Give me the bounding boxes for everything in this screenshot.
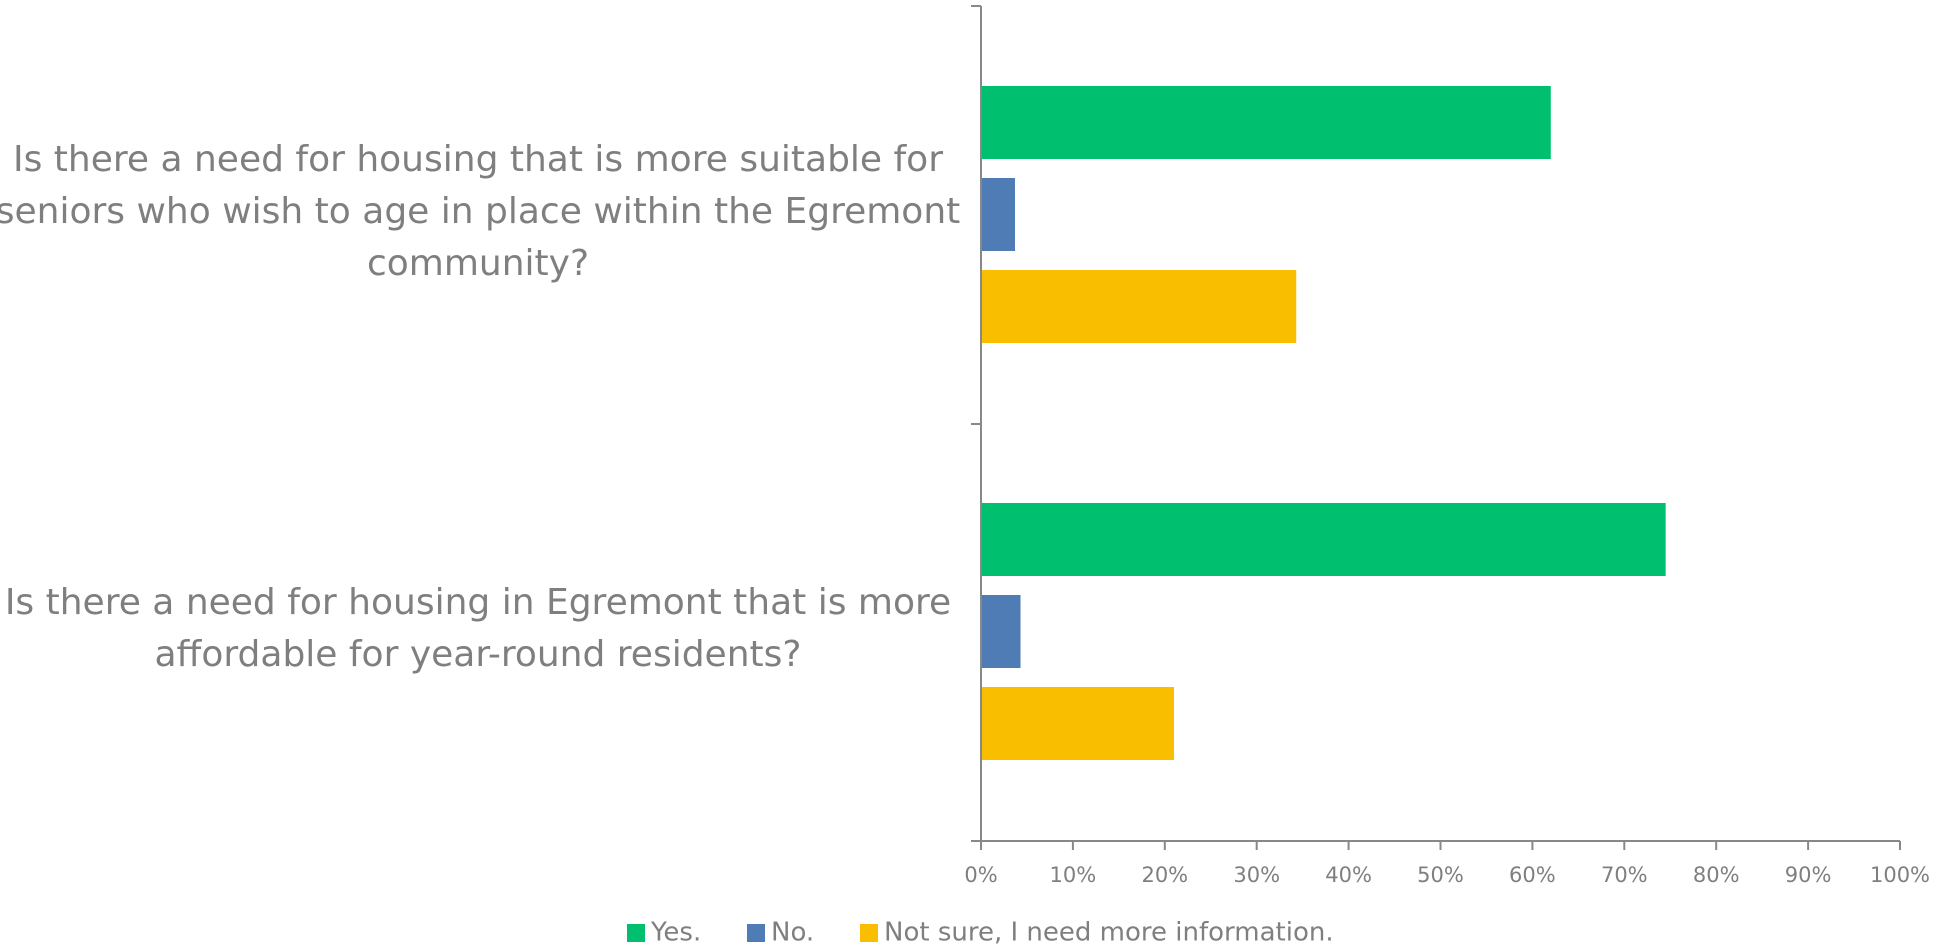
x-tick-label: 60%	[1509, 863, 1556, 887]
legend-swatch	[747, 924, 765, 942]
legend-item: Yes.	[627, 918, 701, 948]
bar-no	[981, 595, 1021, 668]
x-tick-label: 90%	[1785, 863, 1832, 887]
x-tick-label: 10%	[1050, 863, 1097, 887]
legend-label: Yes.	[650, 918, 701, 948]
category-label-line: Is there a need for housing that is more…	[13, 139, 943, 180]
bar-yes	[981, 503, 1666, 576]
legend-item: Not sure, I need more information.	[860, 918, 1334, 948]
bar-yes	[981, 86, 1551, 159]
x-tick-label: 70%	[1601, 863, 1648, 887]
bar-no	[981, 178, 1016, 251]
category-label-line: seniors who wish to age in place within …	[0, 191, 960, 232]
x-tick-label: 80%	[1693, 863, 1740, 887]
legend: Yes. No. Not sure, I need more information…	[627, 918, 1334, 948]
bar-not-sure-i-need-more-information	[981, 687, 1174, 760]
x-tick-label: 20%	[1141, 863, 1188, 887]
legend-label: Not sure, I need more information.	[884, 918, 1334, 948]
legend-swatch	[860, 924, 878, 942]
category-label-line: community?	[367, 243, 589, 284]
x-tick-label: 40%	[1325, 863, 1372, 887]
category-labels: Is there a need for housing that is more…	[0, 139, 960, 675]
legend-label: No.	[771, 918, 814, 948]
bar-not-sure-i-need-more-information	[981, 270, 1297, 343]
legend-item: No.	[747, 918, 814, 948]
x-tick-label: 100%	[1870, 863, 1930, 887]
x-tick-label: 0%	[964, 863, 997, 887]
x-tick-label: 50%	[1417, 863, 1464, 887]
legend-swatch	[627, 924, 645, 942]
x-axis-ticks: 0% 10% 20% 30% 40% 50% 60% 70% 80% 90% 100%	[964, 841, 1930, 887]
category-label-line: Is there a need for housing in Egremont …	[5, 582, 951, 623]
bars	[981, 86, 1666, 760]
x-tick-label: 30%	[1233, 863, 1280, 887]
category-label-line: affordable for year-round residents?	[154, 634, 801, 675]
